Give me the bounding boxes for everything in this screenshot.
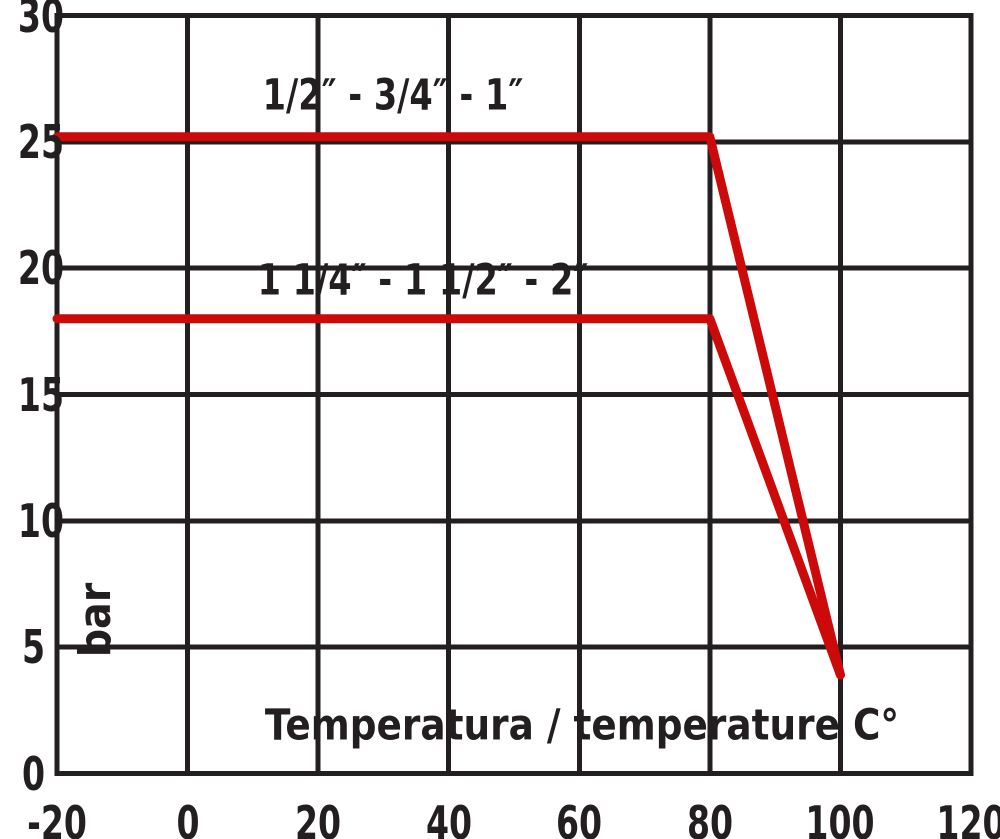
y-tick-label-5-text: 5 (21, 620, 45, 675)
x-tick-label-20-text: 20 (295, 796, 342, 839)
series-label-1-text: 1/2″ - 3/4″ - 1″ (262, 70, 524, 121)
x-tick-label-40: 40 (417, 800, 481, 839)
x-axis-title: Temperatura / temperature C° (217, 700, 946, 751)
x-tick-label-20: 20 (286, 800, 350, 839)
x-tick-label-0: 0 (172, 800, 204, 839)
series-line-2 (52, 314, 845, 680)
y-axis-title-text: bar (70, 582, 121, 658)
x-tick-label-60: 60 (547, 800, 611, 839)
y-tick-label-25: 25 (0, 119, 64, 165)
y-tick-label-10-text: 10 (17, 493, 65, 548)
series-label-2: 1 1/4″ - 1 1/2″ - 2″ (211, 259, 635, 302)
y-axis-title: bar (70, 579, 121, 662)
series-line-1 (52, 132, 845, 680)
x-tick-label-100-text: 100 (805, 796, 875, 839)
y-tick-label-30-text: 30 (17, 0, 65, 43)
x-tick-label-100: 100 (792, 800, 888, 839)
x-tick-label-80-text: 80 (686, 796, 733, 839)
x-tick-label-120: 120 (923, 800, 1000, 839)
x-tick-label-120-text: 120 (936, 796, 1000, 839)
x-tick-label-40-text: 40 (425, 796, 472, 839)
x-axis-title-text: Temperatura / temperature C° (264, 700, 900, 751)
y-tick-label-30: 30 (0, 0, 64, 39)
x-tick-label--20-text: -20 (27, 796, 87, 839)
x-tick-label-60-text: 60 (556, 796, 603, 839)
y-tick-label-20: 20 (0, 245, 64, 291)
x-tick-label--20: -20 (15, 800, 98, 839)
x-tick-label-80: 80 (678, 800, 742, 839)
y-tick-label-0-text: 0 (21, 746, 45, 801)
y-tick-label-25-text: 25 (17, 114, 65, 169)
series-label-1: 1/2″ - 3/4″ - 1″ (226, 70, 560, 121)
y-tick-label-15: 15 (0, 372, 64, 418)
y-tick-label-0: 0 (0, 751, 45, 797)
x-tick-label-0-text: 0 (176, 796, 200, 839)
y-tick-label-10: 10 (0, 498, 64, 544)
y-tick-label-15-text: 15 (17, 367, 65, 422)
series-label-2-text: 1 1/4″ - 1 1/2″ - 2″ (257, 255, 588, 306)
y-tick-label-5: 5 (0, 624, 45, 670)
y-tick-label-20-text: 20 (17, 241, 65, 296)
